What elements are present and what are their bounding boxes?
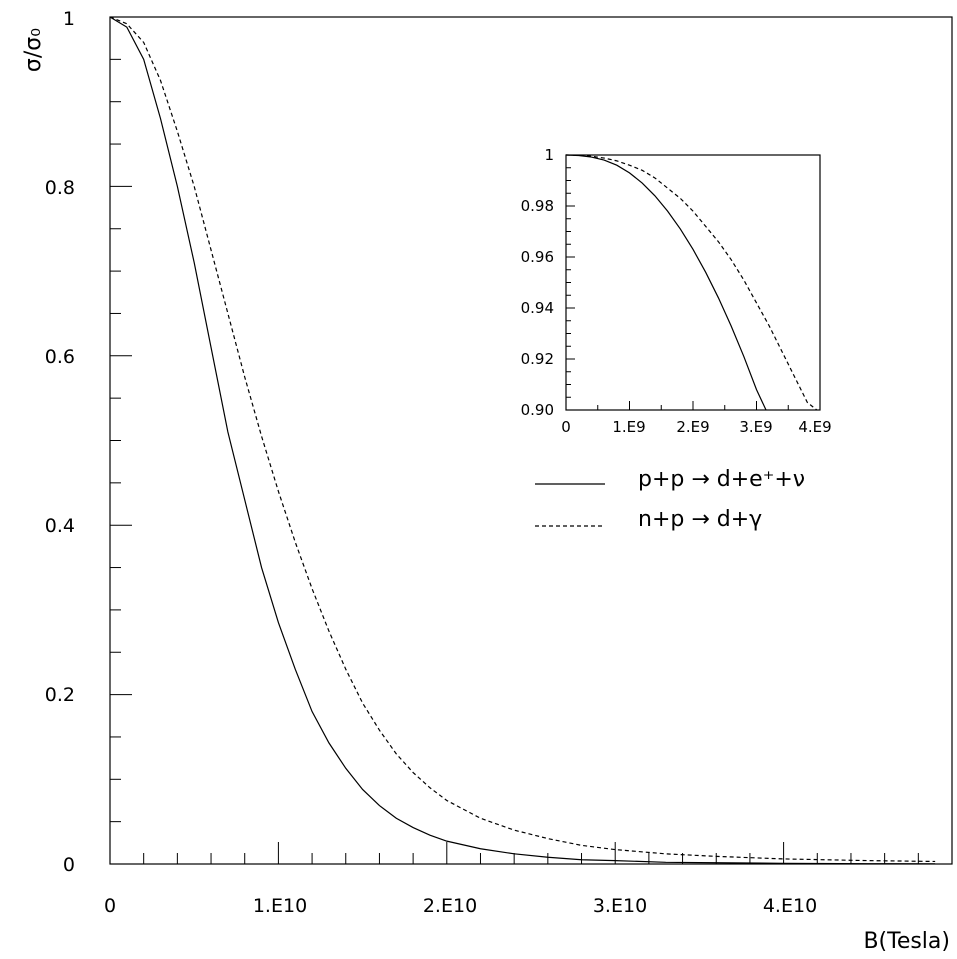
inset-xtick-label: 3.E9: [739, 418, 772, 436]
main-ytick-label: 0.8: [45, 177, 75, 199]
main-plot-frame: [109, 16, 953, 865]
inset-plot-frame: [565, 154, 821, 411]
main-ytick-label: 0.2: [45, 684, 75, 706]
inset-series-np-line: [565, 154, 818, 411]
y-axis-title: σ/σ₀: [21, 28, 46, 72]
inset-ytick-label: 0.94: [521, 299, 554, 317]
inset-ytick-label: 0.92: [521, 350, 554, 368]
inset-xtick-label: 1.E9: [612, 418, 645, 436]
main-xtick-label: 0: [104, 895, 116, 917]
inset-series-pp-line: [565, 154, 767, 411]
main-series-pp-line: [109, 16, 936, 865]
inset-ytick-label: 0.90: [521, 401, 554, 419]
main-xtick-label: 3.E10: [593, 895, 647, 917]
main-ticks: [109, 16, 919, 865]
main-series: [109, 16, 936, 865]
legend-label-np: n+p → d+γ: [638, 507, 762, 532]
main-series-np-line: [109, 16, 936, 863]
inset-ytick-label: 0.96: [521, 248, 554, 266]
x-axis-title: B(Tesla): [863, 929, 950, 954]
main-xtick-label: 4.E10: [763, 895, 817, 917]
legend-label-pp: p+p → d+e⁺+ν: [638, 467, 805, 492]
inset-xtick-label: 4.E9: [798, 418, 831, 436]
inset-xtick-label: 0: [561, 418, 571, 436]
inset-ticks: [565, 154, 821, 411]
main-xtick-label: 1.E10: [253, 895, 307, 917]
inset-ytick-label: 0.98: [521, 197, 554, 215]
main-ytick-label: 0.6: [45, 346, 75, 368]
inset-ytick-label: 1: [544, 146, 554, 164]
main-ytick-label: 0.4: [45, 515, 75, 537]
main-ytick-label: 0: [63, 854, 75, 876]
main-ytick-label: 1: [63, 8, 75, 30]
legend: p+p → d+e⁺+ν n+p → d+γ: [535, 467, 805, 532]
inset-series: [565, 154, 818, 411]
main-xtick-label: 2.E10: [423, 895, 477, 917]
inset-xtick-label: 2.E9: [676, 418, 709, 436]
